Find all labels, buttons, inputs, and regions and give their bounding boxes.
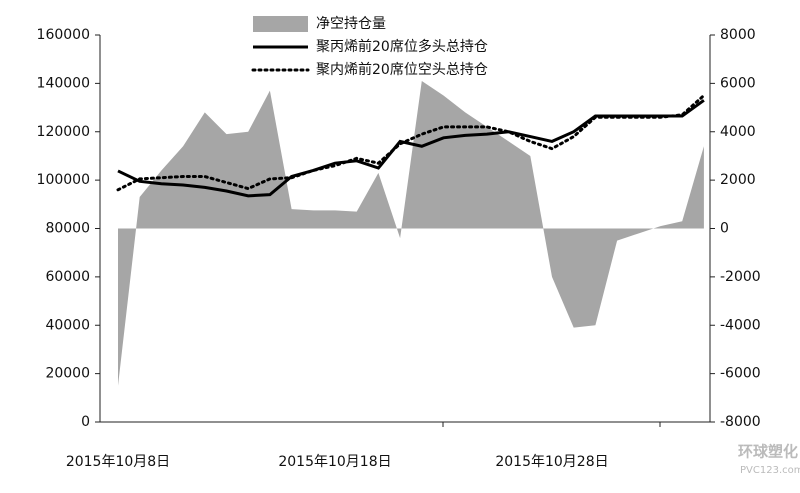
y-tick-label: 80000 — [45, 221, 90, 237]
y2-tick-label: 6000 — [720, 75, 756, 91]
y2-tick-label: 0 — [720, 221, 729, 237]
y-tick-label: 0 — [81, 414, 90, 430]
y2-tick-label: -6000 — [720, 366, 761, 382]
y-tick-label: 160000 — [37, 27, 90, 43]
legend-swatch — [253, 16, 308, 32]
legend-label: 聚内烯前20席位空头总持仓 — [316, 61, 488, 78]
y-tick-label: 40000 — [45, 317, 90, 333]
x-tick-label: 2015年10月28日 — [495, 454, 608, 470]
legend-label: 净空持仓量 — [316, 16, 386, 32]
y-tick-label: 140000 — [37, 75, 90, 91]
y-tick-label: 20000 — [45, 366, 90, 382]
y-tick-label: 100000 — [37, 172, 90, 188]
legend-label: 聚丙烯前20席位多头总持仓 — [316, 38, 488, 55]
watermark-url: PVC123.com — [740, 465, 800, 476]
x-tick-label: 2015年10月8日 — [66, 454, 170, 470]
y-tick-label: 60000 — [45, 269, 90, 285]
y2-tick-label: 4000 — [720, 124, 756, 140]
y2-tick-label: 8000 — [720, 27, 756, 43]
y2-tick-label: 2000 — [720, 172, 756, 188]
y2-tick-label: -8000 — [720, 414, 761, 430]
watermark-title: 环球塑化 — [738, 443, 798, 461]
y-tick-label: 120000 — [37, 124, 90, 140]
x-tick-label: 2015年10月18日 — [278, 454, 391, 470]
y2-tick-label: -2000 — [720, 269, 761, 285]
net-short-area — [118, 80, 704, 386]
short-line — [116, 93, 706, 192]
y2-tick-label: -4000 — [720, 317, 761, 333]
